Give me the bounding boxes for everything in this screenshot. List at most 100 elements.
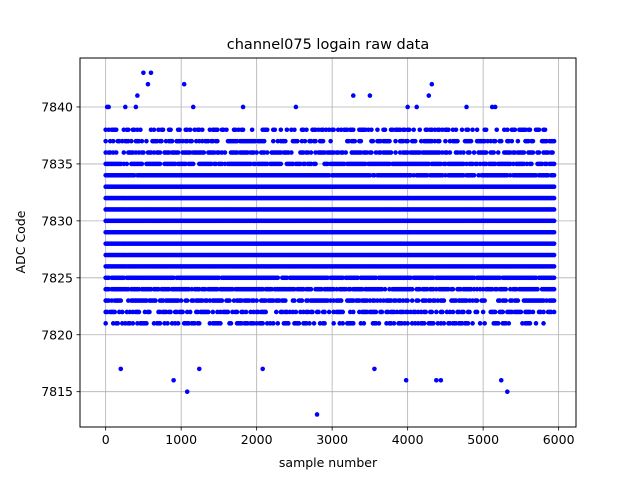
data-point	[482, 321, 487, 326]
data-point	[293, 104, 299, 110]
data-point	[393, 150, 398, 155]
data-point	[527, 127, 533, 133]
data-point	[465, 321, 471, 326]
data-point	[210, 309, 216, 315]
data-point	[254, 298, 259, 303]
data-point	[437, 138, 442, 144]
data-point	[264, 127, 270, 133]
data-point	[500, 309, 506, 315]
data-point	[551, 229, 557, 235]
data-point	[431, 321, 436, 326]
data-point	[135, 93, 140, 98]
data-point	[414, 104, 420, 110]
data-point	[495, 321, 501, 326]
data-point	[429, 309, 435, 315]
data-point	[322, 321, 327, 326]
data-point	[171, 378, 176, 383]
data-point	[459, 127, 465, 133]
data-point	[447, 150, 453, 155]
data-point	[470, 321, 475, 326]
data-point	[304, 127, 309, 133]
data-point	[200, 127, 205, 133]
data-point	[376, 321, 382, 326]
data-point	[113, 127, 119, 133]
data-point	[382, 286, 388, 292]
data-point	[455, 138, 460, 144]
y-tick-label: 7825	[41, 270, 73, 285]
data-point	[409, 286, 415, 292]
data-point	[382, 127, 388, 133]
y-tick-label: 7840	[41, 99, 73, 114]
data-point	[165, 321, 170, 326]
data-point	[491, 150, 497, 155]
data-point	[471, 150, 477, 155]
data-point	[260, 366, 266, 372]
data-point	[551, 195, 557, 201]
data-point	[340, 309, 346, 315]
data-point	[369, 150, 374, 155]
data-point	[275, 275, 281, 281]
data-point	[169, 138, 175, 144]
data-point	[118, 366, 124, 372]
x-tick-label: 0	[102, 432, 110, 447]
data-point	[311, 321, 317, 326]
data-point	[358, 138, 364, 144]
data-point	[190, 104, 196, 110]
data-point	[551, 184, 557, 189]
data-point	[313, 138, 318, 144]
data-point	[393, 138, 398, 144]
data-point	[118, 298, 124, 303]
data-point	[145, 81, 151, 87]
data-point	[181, 81, 187, 87]
data-point	[148, 70, 154, 76]
data-point	[434, 309, 439, 315]
data-point	[441, 298, 447, 303]
data-point	[529, 161, 534, 167]
data-point	[527, 321, 533, 326]
data-point	[391, 321, 397, 326]
data-point	[249, 127, 255, 133]
data-point	[320, 138, 326, 144]
data-point	[403, 378, 409, 383]
data-point	[308, 150, 314, 155]
data-point	[177, 127, 182, 133]
data-point	[240, 104, 246, 110]
data-point	[168, 309, 173, 315]
data-point	[180, 309, 185, 315]
data-point	[551, 241, 557, 246]
data-point	[471, 173, 477, 178]
data-point	[159, 138, 164, 144]
data-point	[533, 321, 539, 326]
data-point	[295, 138, 300, 144]
data-point	[350, 309, 356, 315]
data-point	[388, 150, 394, 155]
x-axis-label: sample number	[279, 455, 378, 470]
data-point	[551, 161, 557, 167]
data-point	[123, 104, 128, 110]
data-point	[261, 138, 267, 144]
data-point	[515, 138, 521, 144]
data-point	[474, 127, 480, 133]
data-point	[530, 138, 536, 144]
data-point	[284, 127, 290, 133]
data-point	[215, 138, 220, 144]
data-point	[141, 70, 146, 76]
data-point	[275, 321, 281, 326]
data-point	[292, 127, 297, 133]
data-point	[434, 378, 439, 383]
data-point	[215, 127, 220, 133]
data-point	[196, 366, 202, 372]
data-point	[453, 127, 459, 133]
data-point	[503, 298, 509, 303]
x-tick-label: 5000	[467, 432, 499, 447]
data-point	[450, 286, 456, 292]
data-point	[263, 309, 269, 315]
data-point	[139, 161, 145, 167]
data-point	[429, 81, 435, 87]
data-point	[314, 412, 320, 417]
data-point	[299, 298, 305, 303]
data-point	[343, 150, 349, 155]
data-point	[103, 321, 108, 326]
data-point	[126, 127, 131, 133]
